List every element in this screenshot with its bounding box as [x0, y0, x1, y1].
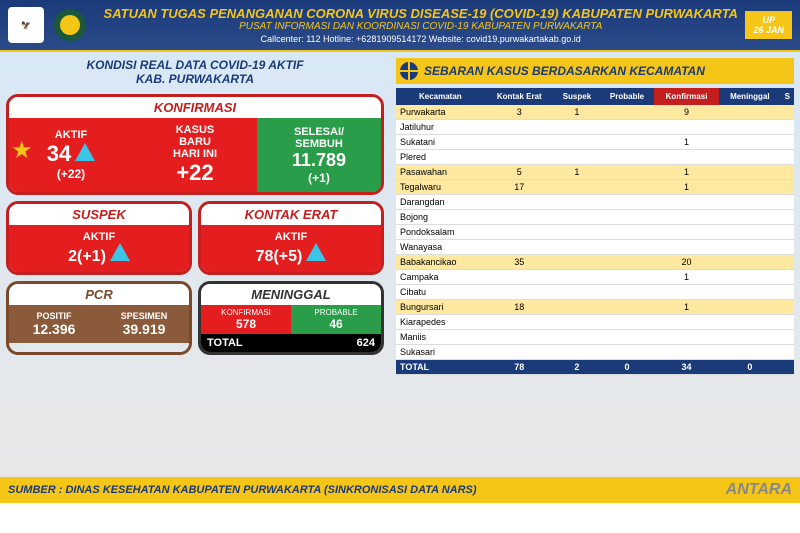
baru-cell: KASUS BARU HARI INI +22	[133, 118, 257, 192]
arrow-up-icon	[110, 243, 130, 261]
table-row: Jatiluhur	[396, 120, 794, 135]
table-row: Purwakarta319	[396, 105, 794, 120]
right-panel: SEBARAN KASUS BERDASARKAN KECAMATAN Keca…	[390, 52, 800, 477]
table-row: Bungursari181	[396, 300, 794, 315]
table-row: Kiarapedes	[396, 315, 794, 330]
footer-brand: ANTARA	[726, 481, 792, 499]
kontak-header: KONTAK ERAT	[201, 204, 381, 225]
right-header: SEBARAN KASUS BERDASARKAN KECAMATAN	[396, 58, 794, 84]
footer-source: SUMBER : DINAS KESEHATAN KABUPATEN PURWA…	[8, 484, 477, 496]
col-header: Konfirmasi	[654, 88, 719, 105]
col-header: S	[781, 88, 794, 105]
left-panel: KONDISI REAL DATA COVID-19 AKTIF KAB. PU…	[0, 52, 390, 477]
table-row: Pasawahan511	[396, 165, 794, 180]
aktif-cell: ★ AKTIF 34 (+22)	[9, 118, 133, 192]
suspek-header: SUSPEK	[9, 204, 189, 225]
kecamatan-table: KecamatanKontak EratSuspekProbableKonfir…	[396, 88, 794, 375]
col-header: Kecamatan	[396, 88, 485, 105]
table-row: Darangdan	[396, 195, 794, 210]
grid-icon	[400, 62, 418, 80]
total-row: TOTAL7820340	[396, 360, 794, 375]
table-row: Sukasari	[396, 345, 794, 360]
star-icon: ★	[11, 136, 33, 165]
update-date: 26 JAN	[753, 25, 784, 35]
col-header: Kontak Erat	[485, 88, 554, 105]
footer: SUMBER : DINAS KESEHATAN KABUPATEN PURWA…	[0, 477, 800, 503]
col-header: Suspek	[554, 88, 600, 105]
suspek-card: SUSPEK AKTIF 2(+1)	[6, 201, 192, 275]
pcr-card: PCR POSITIF 12.396 SPESIMEN 39.919	[6, 281, 192, 355]
right-title: SEBARAN KASUS BERDASARKAN KECAMATAN	[424, 64, 705, 78]
table-row: Campaka1	[396, 270, 794, 285]
sembuh-cell: SELESAI/ SEMBUH 11.789 (+1)	[257, 118, 381, 192]
kontak-card: KONTAK ERAT AKTIF 78(+5)	[198, 201, 384, 275]
header-subtitle: PUSAT INFORMASI DAN KOORDINASI COVID-19 …	[96, 21, 745, 32]
covid-logo	[52, 7, 88, 43]
update-label: UP	[753, 15, 784, 25]
table-row: Pondoksalam	[396, 225, 794, 240]
konfirmasi-card: KONFIRMASI ★ AKTIF 34 (+22) KASUS BARU H…	[6, 94, 384, 195]
arrow-up-icon	[306, 243, 326, 261]
gov-logo: 🦅	[8, 7, 44, 43]
col-header: Probable	[600, 88, 654, 105]
table-row: Sukatani1	[396, 135, 794, 150]
table-row: Bojong	[396, 210, 794, 225]
arrow-up-icon	[75, 143, 95, 161]
left-title: KONDISI REAL DATA COVID-19 AKTIF KAB. PU…	[6, 58, 384, 86]
pcr-header: PCR	[9, 284, 189, 305]
meninggal-header: MENINGGAL	[201, 284, 381, 305]
table-row: Wanayasa	[396, 240, 794, 255]
header-contact: Callcenter: 112 Hotline: +6281909514172 …	[96, 34, 745, 44]
update-badge: UP 26 JAN	[745, 11, 792, 39]
col-header: Meninggal	[719, 88, 781, 105]
table-row: Maniis	[396, 330, 794, 345]
meninggal-card: MENINGGAL KONFIRMASI 578 PROBABLE 46 TOT…	[198, 281, 384, 355]
main-header: 🦅 SATUAN TUGAS PENANGANAN CORONA VIRUS D…	[0, 0, 800, 52]
table-row: Plered	[396, 150, 794, 165]
table-row: Cibatu	[396, 285, 794, 300]
table-row: Tegalwaru171	[396, 180, 794, 195]
table-row: Babakancikao3520	[396, 255, 794, 270]
header-title: SATUAN TUGAS PENANGANAN CORONA VIRUS DIS…	[96, 6, 745, 21]
konfirmasi-header: KONFIRMASI	[9, 97, 381, 118]
